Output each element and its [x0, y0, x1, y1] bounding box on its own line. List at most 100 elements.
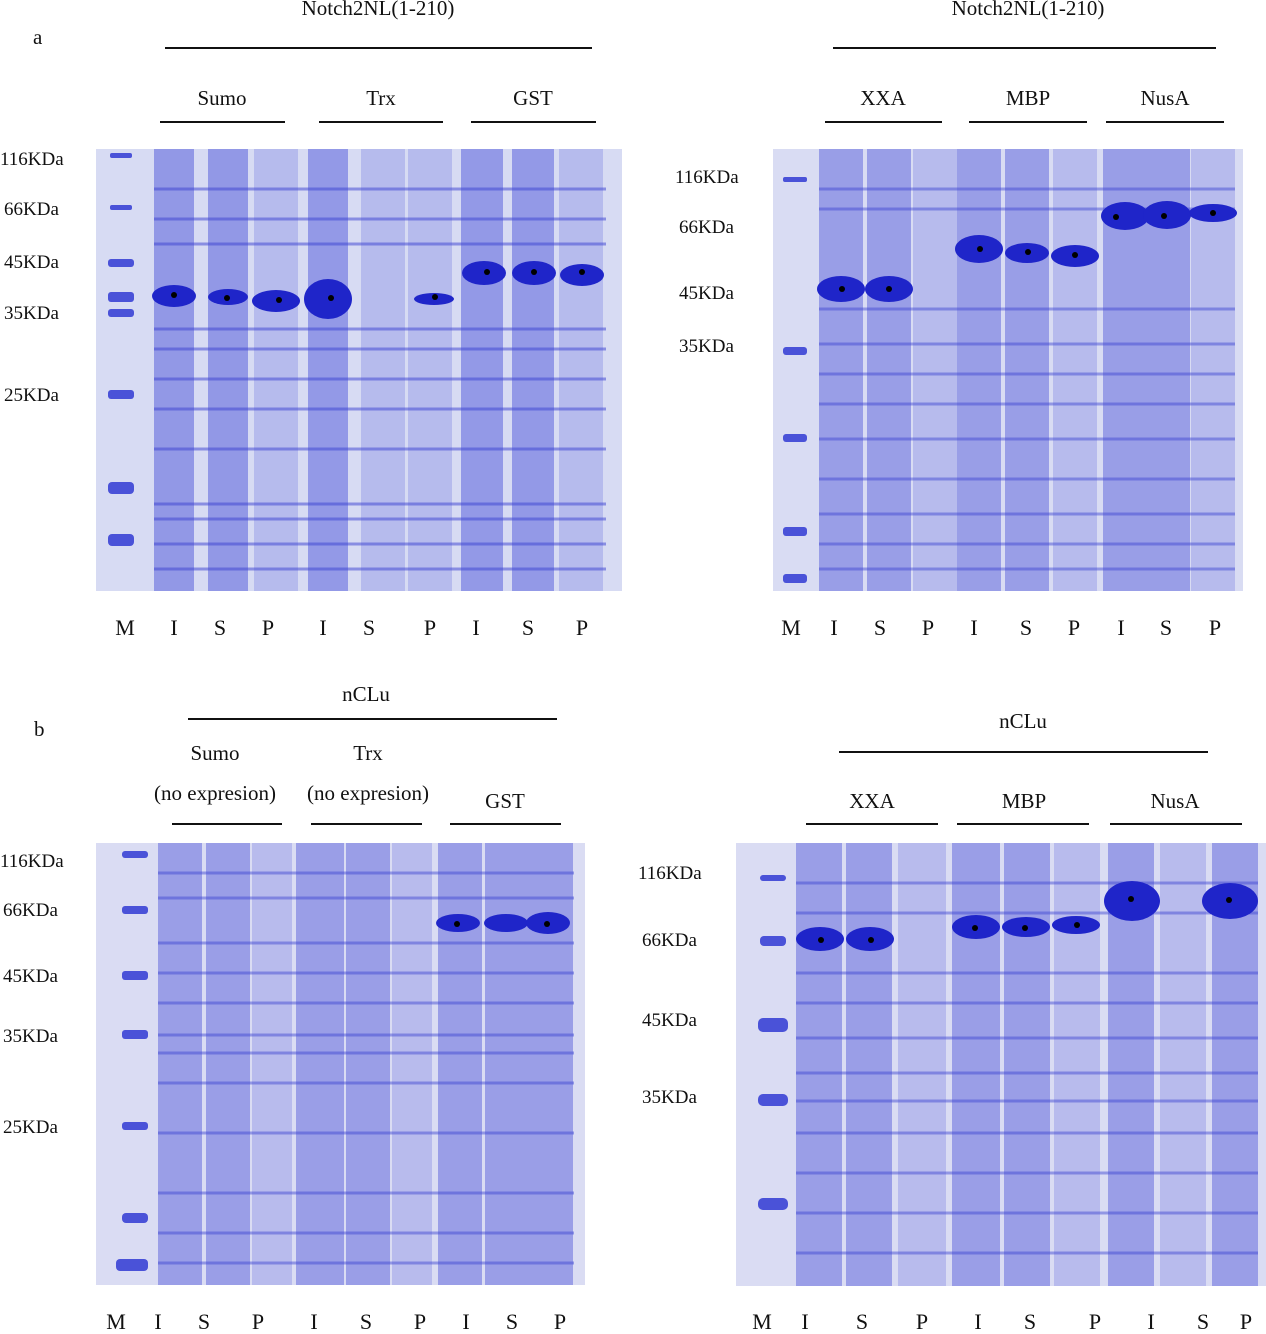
lane-label: P	[1239, 1309, 1253, 1334]
lane-label: S	[1196, 1309, 1210, 1334]
mw-label: 45KDa	[3, 966, 58, 987]
gel-image	[773, 149, 1243, 591]
lane-label: P	[423, 615, 437, 640]
gel-image	[96, 843, 585, 1285]
lane-label: P	[261, 615, 275, 640]
lane-label: M	[752, 1309, 772, 1334]
lane-label: S	[855, 1309, 869, 1334]
group-line-trx	[311, 823, 422, 825]
mw-label: 25KDa	[4, 385, 59, 406]
lane-label: M	[115, 615, 135, 640]
gel-a-right-svg	[773, 149, 1243, 591]
lane-label: P	[1067, 615, 1081, 640]
group-line-xxa	[806, 823, 938, 825]
mw-label: 35KDa	[3, 1026, 58, 1047]
mw-label: 66KDa	[642, 930, 697, 951]
lane-label: I	[970, 615, 978, 640]
group-note-sumo: (no expresion)	[154, 781, 276, 805]
gel-image	[96, 149, 622, 591]
lane-label: S	[213, 615, 227, 640]
mw-label: 45KDa	[4, 252, 59, 273]
lane-label: P	[921, 615, 935, 640]
lane-label: M	[781, 615, 801, 640]
lane-label: P	[553, 1309, 567, 1334]
lane-label: P	[1208, 615, 1222, 640]
group-line-xxa	[825, 121, 942, 123]
lane-label: P	[251, 1309, 265, 1334]
gel-image	[736, 843, 1266, 1286]
mw-label: 66KDa	[679, 217, 734, 238]
mw-label: 35KDa	[679, 336, 734, 357]
group-line-nusa	[1106, 121, 1224, 123]
lane-label: M	[106, 1309, 126, 1334]
mw-label: 66KDa	[3, 900, 58, 921]
mw-label: 116KDa	[0, 149, 64, 170]
lane-label: S	[1159, 615, 1173, 640]
lane-label: S	[873, 615, 887, 640]
group-line-mbp	[957, 823, 1089, 825]
lane-label: I	[472, 615, 480, 640]
lane-label: I	[154, 1309, 162, 1334]
panel-label-a: a	[33, 25, 43, 49]
lane-label: P	[915, 1309, 929, 1334]
construct-title: nCLu	[999, 709, 1047, 733]
construct-line	[839, 751, 1208, 753]
construct-line	[188, 718, 557, 720]
lane-label: S	[1019, 615, 1033, 640]
mw-label: 45KDa	[679, 283, 734, 304]
gel-a-left-svg	[96, 149, 622, 591]
lane-label: S	[521, 615, 535, 640]
lane-label: S	[505, 1309, 519, 1334]
construct-title: Notch2NL(1-210)	[301, 0, 455, 20]
group-label-gst: GST	[485, 789, 525, 813]
group-line-nusa	[1110, 823, 1242, 825]
lane-label: I	[1147, 1309, 1155, 1334]
mw-label: 45KDa	[642, 1010, 697, 1031]
mw-label: 25KDa	[3, 1117, 58, 1138]
lane-label: I	[319, 615, 327, 640]
lane-label: I	[974, 1309, 982, 1334]
lane-label: I	[801, 1309, 809, 1334]
lane-label: S	[197, 1309, 211, 1334]
group-label-gst: GST	[513, 86, 553, 110]
lane-label: I	[170, 615, 178, 640]
lane-label: S	[359, 1309, 373, 1334]
mw-label: 116KDa	[675, 167, 739, 188]
panel-label-b: b	[34, 717, 45, 741]
mw-label: 66KDa	[4, 199, 59, 220]
construct-line	[833, 47, 1216, 49]
lane-label: P	[413, 1309, 427, 1334]
group-line-mbp	[969, 121, 1087, 123]
mw-label: 116KDa	[0, 851, 64, 872]
mw-label: 116KDa	[638, 863, 702, 884]
construct-title: Notch2NL(1-210)	[951, 0, 1105, 20]
group-label-mbp: MBP	[1005, 86, 1051, 110]
group-label-nusa: NusA	[1140, 86, 1190, 110]
group-label-xxa: XXA	[860, 86, 906, 110]
gel-b-left-svg	[96, 843, 585, 1285]
lane-label: I	[462, 1309, 470, 1334]
lane-label: I	[1117, 615, 1125, 640]
lane-label: S	[1023, 1309, 1037, 1334]
group-label-trx: Trx	[353, 741, 383, 765]
mw-label: 35KDa	[4, 303, 59, 324]
lane-label: P	[575, 615, 589, 640]
lane-label: P	[1088, 1309, 1102, 1334]
group-line-gst	[450, 823, 561, 825]
group-line-gst	[471, 121, 596, 123]
lane-label: S	[362, 615, 376, 640]
group-label-sumo: Sumo	[197, 86, 247, 110]
group-label-mbp: MBP	[1001, 789, 1047, 813]
group-label-sumo: Sumo	[190, 741, 240, 765]
group-label-xxa: XXA	[849, 789, 895, 813]
lane-label: I	[830, 615, 838, 640]
group-note-trx: (no expresion)	[307, 781, 429, 805]
group-label-nusa: NusA	[1150, 789, 1200, 813]
gel-b-right-svg	[736, 843, 1266, 1286]
group-line-trx	[319, 121, 443, 123]
group-label-trx: Trx	[366, 86, 396, 110]
group-line-sumo	[160, 121, 285, 123]
group-line-sumo	[172, 823, 282, 825]
construct-title: nCLu	[342, 682, 390, 706]
mw-label: 35KDa	[642, 1087, 697, 1108]
